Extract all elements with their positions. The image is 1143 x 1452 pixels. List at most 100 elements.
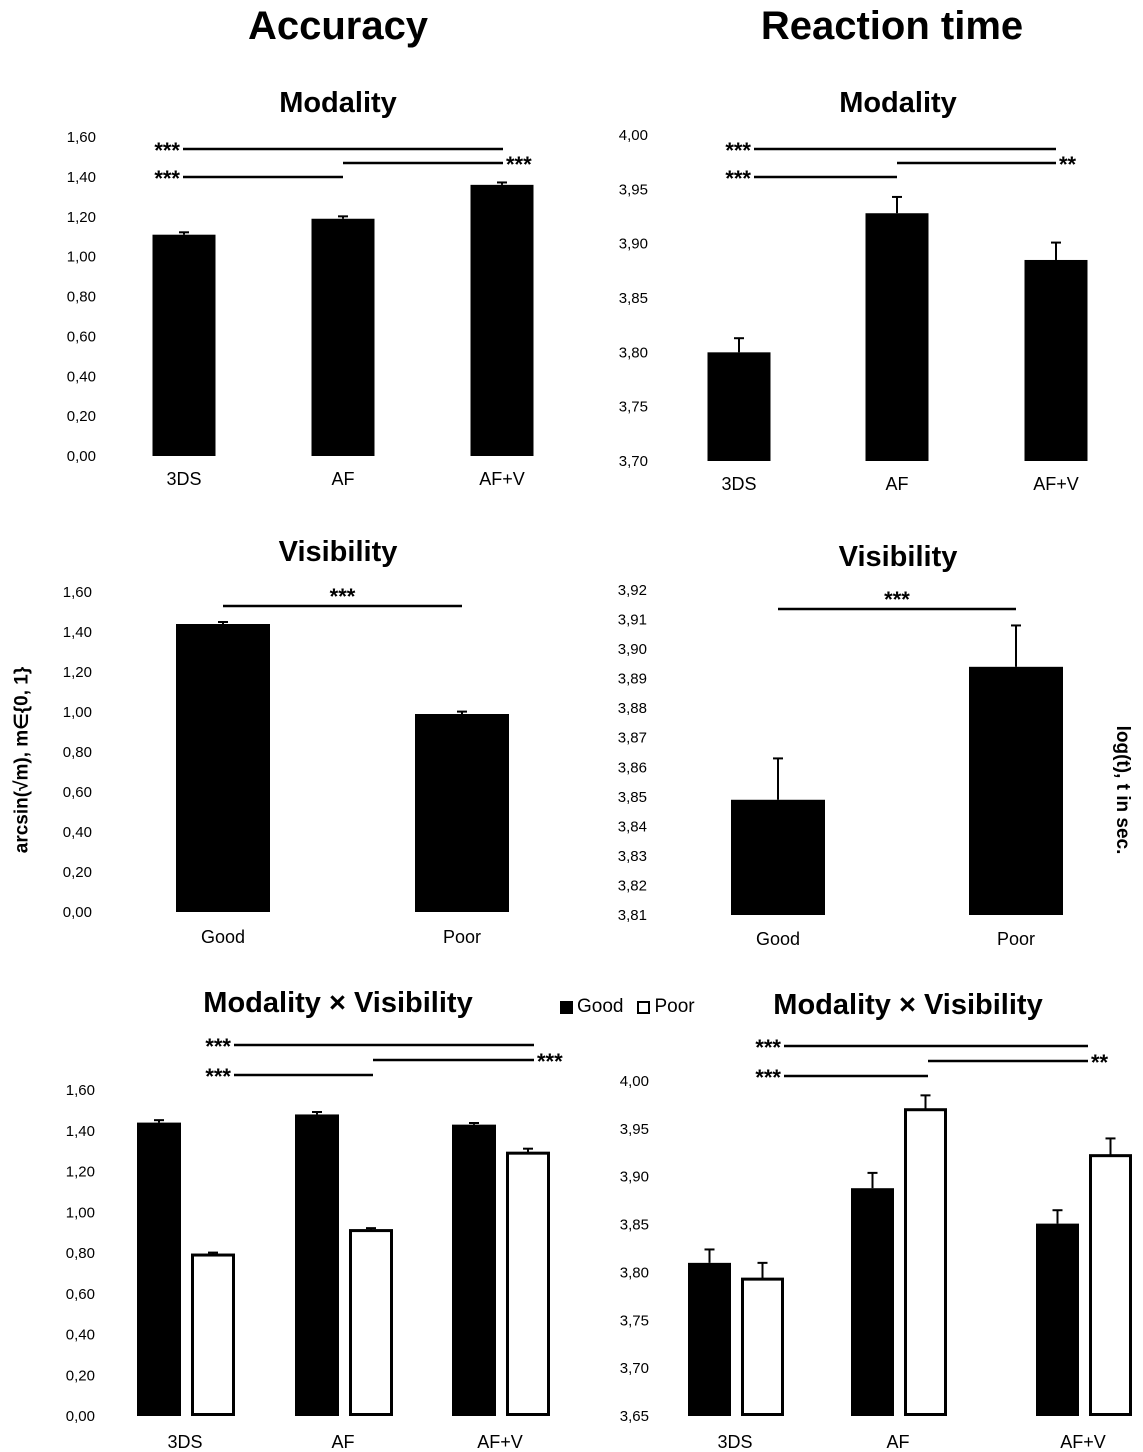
panel-3-bar-value [176,624,270,912]
panel-5-significance-label: *** [205,1064,231,1089]
panel-2-x-tick-label: AF+V [1033,474,1079,494]
panel-5-y-tick-label: 1,60 [66,1082,95,1099]
panel-2-title: Modality [839,87,957,119]
panel-5-bar-poor [349,1229,393,1417]
panel-5-bar-good [295,1114,339,1416]
panel-4-x-tick-label: Poor [997,929,1035,949]
panel-2-significance-label: *** [725,138,751,163]
panel-5-y-tick-label: 1,20 [66,1164,95,1181]
panel-4-y-tick-label: 3,82 [618,877,647,894]
panel-6-significance-label: *** [755,1065,781,1090]
panel-3-x-tick-label: Good [201,927,245,947]
panel-3-y-tick-label: 1,00 [63,704,92,721]
panel-1-y-tick-label: 1,20 [67,209,96,226]
panel-2-y-tick-label: 3,90 [619,236,648,253]
panel-1-y-tick-label: 0,80 [67,289,96,306]
panel-2-y-tick-label: 3,75 [619,399,648,416]
panel-6-x-tick-label: 3DS [717,1432,752,1452]
panel-4-y-tick-label: 3,83 [618,848,647,865]
legend-poor-swatch [637,1000,651,1014]
legend-good-label: Good [577,996,624,1017]
panel-1-significance-label: *** [154,166,180,191]
panel-5-y-tick-label: 0,20 [66,1367,95,1384]
panel-6-bar-poor [904,1108,947,1416]
panel-4-y-tick-label: 3,89 [618,671,647,688]
panel-6-y-tick-label: 3,80 [620,1264,649,1281]
reaction-time-header: Reaction time [760,4,1024,48]
panel-4-y-tick-label: 3,92 [618,582,647,599]
panel-5-y-tick-label: 0,40 [66,1327,95,1344]
panel-5-bar-good [137,1122,181,1416]
panel-5-y-tick-label: 0,80 [66,1245,95,1262]
panel-6-significance-label: *** [755,1035,781,1060]
panel-6-bar-good [1036,1223,1079,1416]
panel-5-x-tick-label: AF [331,1432,354,1452]
panel-4-y-tick-label: 3,87 [618,730,647,747]
panel-2-significance-label: *** [725,166,751,191]
panel-4-y-tick-label: 3,84 [618,818,647,835]
panel-6-bar-good [851,1188,894,1416]
panel-6-title: Modality × Visibility [773,989,1042,1021]
panel-1-title: Modality [279,87,397,119]
panel-2-y-tick-label: 3,85 [619,290,648,307]
panel-2-significance-label: ** [1059,152,1077,177]
panel-1-bar-value [311,218,375,456]
panel-5-y-tick-label: 1,40 [66,1123,95,1140]
panel-5-x-tick-label: AF+V [477,1432,523,1452]
panel-2-y-tick-label: 4,00 [619,127,648,144]
legend: Good Poor [560,996,695,1018]
panel-6-y-tick-label: 3,85 [620,1217,649,1234]
panel-5-bar-poor [506,1151,550,1416]
panel-3-x-tick-label: Poor [443,927,481,947]
panel-3-y-tick-label: 0,20 [63,864,92,881]
panel-3-y-tick-label: 0,60 [63,784,92,801]
panel-4-y-tick-label: 3,85 [618,789,647,806]
panel-4-y-tick-label: 3,86 [618,759,647,776]
panel-5-y-tick-label: 1,00 [66,1204,95,1221]
panel-3-y-tick-label: 0,00 [63,904,92,921]
panel-6-bar-good [688,1262,731,1416]
panel-1-y-tick-label: 0,20 [67,408,96,425]
panel-5-significance-label: *** [205,1034,231,1059]
panel-2-y-tick-label: 3,80 [619,344,648,361]
legend-poor-label: Poor [654,996,695,1017]
panel-1-significance-label: *** [154,138,180,163]
panel-1-significance-label: *** [506,152,532,177]
panel-2-x-tick-label: 3DS [721,474,756,494]
panel-3-y-tick-label: 0,80 [63,744,92,761]
panel-4-significance-label: *** [884,587,910,612]
panel-4-bar-value [969,666,1063,915]
panel-1-x-tick-label: AF+V [479,469,525,489]
panel-1-y-tick-label: 1,00 [67,249,96,266]
panel-5-x-tick-label: 3DS [167,1432,202,1452]
panel-5-bar-good [452,1124,496,1416]
panel-1-y-tick-label: 0,60 [67,328,96,345]
panel-4-y-tick-label: 3,81 [618,907,647,924]
panel-4-y-tick-label: 3,88 [618,700,647,717]
panel-2-bar-value [707,352,771,461]
panel-1-y-tick-label: 1,60 [67,129,96,146]
panel-1-y-tick-label: 0,40 [67,368,96,385]
panel-2-y-tick-label: 3,95 [619,181,648,198]
panel-4-y-tick-label: 3,91 [618,612,647,629]
panel-2-bar-value [1024,259,1088,461]
panel-4-title: Visibility [839,541,958,573]
panel-6-x-tick-label: AF [886,1432,909,1452]
panel-2-x-tick-label: AF [885,474,908,494]
panel-3-bar-value [415,714,509,912]
panel-3-y-tick-label: 1,20 [63,664,92,681]
panel-1-y-tick-label: 0,00 [67,448,96,465]
panel-6-significance-label: ** [1091,1050,1109,1075]
panel-1-bar-value [470,184,534,456]
panel-2-bar-value [865,213,929,461]
panel-6-bar-poor [1089,1154,1132,1416]
panel-1-x-tick-label: AF [331,469,354,489]
panel-6-bar-poor [741,1277,784,1416]
panel-5-title: Modality × Visibility [203,987,472,1019]
panel-4-y-tick-label: 3,90 [618,641,647,658]
panel-1-y-tick-label: 1,40 [67,169,96,186]
panel-1-bar-value [152,234,216,456]
panel-6-y-tick-label: 3,75 [620,1312,649,1329]
panel-1-x-tick-label: 3DS [166,469,201,489]
